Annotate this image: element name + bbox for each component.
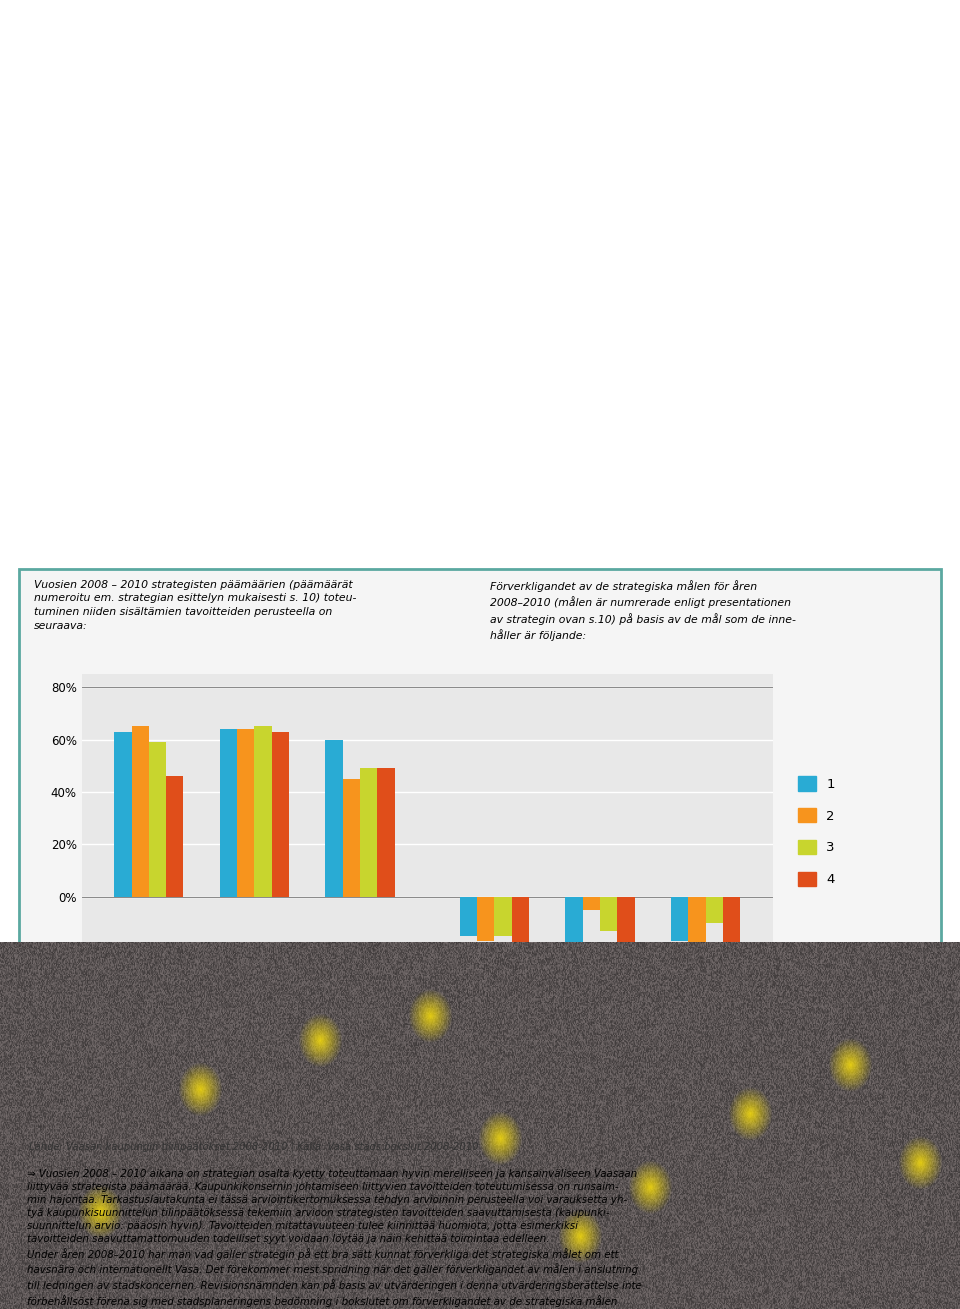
Bar: [583, 897, 600, 910]
Bar: [617, 897, 635, 957]
Bar: [149, 742, 166, 897]
Bar: [220, 729, 237, 897]
Text: Lähde: Vaasan kaupungin tilinpäätökset 2008-2010 | Källa: Vasa stads bokslut 200: Lähde: Vaasan kaupungin tilinpäätökset 2…: [29, 1141, 478, 1152]
Text: ⇒ Vuosien 2008 – 2010 aikana on strategian osalta kyetty toteuttamaan hyvin mere: ⇒ Vuosien 2008 – 2010 aikana on strategi…: [27, 1169, 646, 1309]
Bar: [494, 897, 512, 936]
Bar: [132, 726, 149, 897]
Text: Vuosien 2008 – 2010 strategisten päämäärien (päämäärät
numeroitu em. strategian : Vuosien 2008 – 2010 strategisten päämäär…: [34, 580, 356, 631]
Bar: [565, 897, 583, 952]
Bar: [671, 897, 688, 941]
Bar: [343, 779, 360, 897]
Bar: [377, 768, 395, 897]
Bar: [460, 897, 477, 936]
Bar: [512, 897, 529, 957]
Bar: [237, 729, 254, 897]
Text: Förverkligandet av de strategiska målen för åren
2008–2010 (målen är numrerade e: Förverkligandet av de strategiska målen …: [490, 580, 796, 641]
Bar: [254, 726, 272, 897]
Bar: [600, 897, 617, 931]
Bar: [166, 776, 183, 897]
Bar: [477, 897, 494, 941]
Legend: 1, 2, 3, 4: 1, 2, 3, 4: [793, 771, 840, 891]
Bar: [272, 732, 289, 897]
Bar: [706, 897, 723, 923]
Bar: [723, 897, 740, 1009]
Bar: [325, 740, 343, 897]
Bar: [360, 768, 377, 897]
Bar: [114, 732, 132, 897]
Bar: [688, 897, 706, 949]
